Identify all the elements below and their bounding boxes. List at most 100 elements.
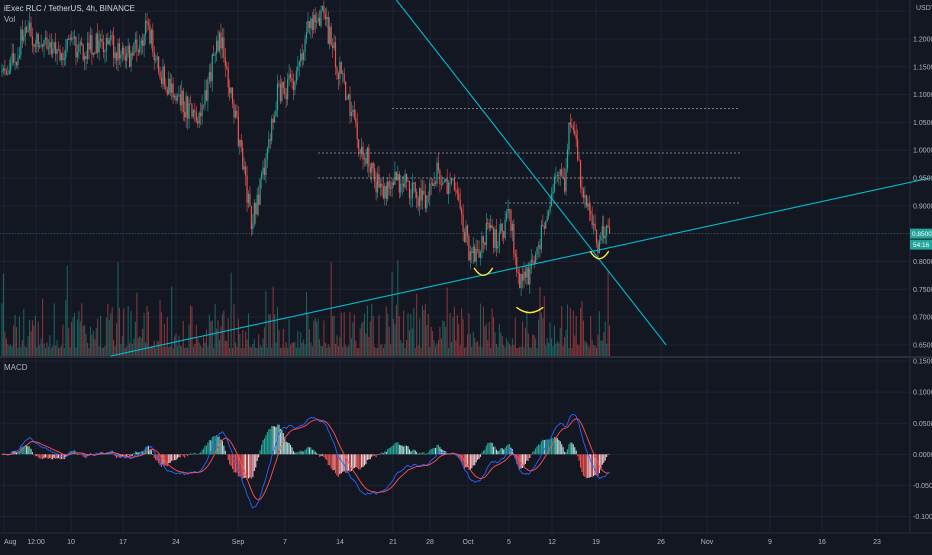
candle-body (372, 162, 374, 169)
candle-body (404, 173, 406, 188)
volume-bar (526, 310, 528, 356)
volume-bar (435, 346, 437, 356)
time-tick-label: 12:00 (27, 539, 45, 546)
candle-body (234, 110, 237, 118)
volume-bar (5, 338, 7, 356)
macd-histogram-bar (353, 454, 355, 469)
macd-histogram-bar (346, 454, 348, 473)
volume-bar (232, 347, 234, 356)
candle-body (200, 112, 202, 117)
macd-histogram-bar (49, 454, 51, 459)
volume-bar (130, 311, 132, 356)
macd-histogram-bar (145, 447, 147, 455)
candle-body (113, 35, 115, 59)
candle-body (417, 198, 419, 207)
volume-bar (471, 346, 473, 356)
volume-bar (532, 334, 534, 356)
volume-bar (124, 347, 126, 356)
volume-bar (421, 305, 424, 356)
macd-histogram-bar (533, 450, 535, 455)
macd-histogram-bar (58, 454, 60, 459)
macd-histogram-bar (237, 454, 239, 477)
macd-histogram-bar (205, 445, 207, 455)
macd-histogram-bar (459, 454, 461, 461)
macd-histogram-bar (421, 452, 424, 455)
candle-body (136, 39, 138, 51)
macd-histogram-bar (136, 451, 138, 455)
candle-body (426, 195, 428, 209)
volume-bar (310, 342, 312, 356)
volume-bar (365, 333, 367, 356)
candle-body (317, 17, 319, 22)
macd-histogram-bar (361, 454, 363, 468)
volume-bar (261, 347, 263, 356)
macd-histogram-bar (327, 454, 329, 466)
macd-histogram-bar (162, 454, 164, 465)
candle-body (172, 83, 174, 98)
macd-histogram-bar (252, 454, 254, 478)
macd-histogram-bar (423, 452, 425, 455)
volume-bar (388, 326, 390, 356)
macd-histogram-bar (536, 446, 538, 455)
pattern-arc-marker[interactable] (473, 267, 494, 277)
volume-bar (411, 328, 413, 356)
macd-histogram-bar (102, 453, 105, 455)
candle-body (8, 70, 10, 74)
pattern-arc-marker[interactable] (589, 250, 610, 260)
volume-bar (276, 307, 279, 356)
macd-histogram-bar (100, 451, 102, 455)
macd-histogram-bar (578, 454, 580, 461)
volume-bar (442, 320, 444, 356)
macd-histogram-bar (81, 454, 83, 455)
macd-histogram-bar (569, 442, 571, 455)
volume-bar (97, 318, 99, 356)
macd-histogram-bar (345, 454, 347, 473)
macd-histogram-bar (18, 451, 20, 455)
volume-bar (229, 347, 231, 356)
descending-trendline[interactable] (388, 0, 667, 346)
candle-body (388, 181, 390, 189)
volume-bar (82, 325, 84, 356)
candle-body (175, 95, 177, 101)
candle-body (118, 43, 121, 59)
volume-bar (245, 331, 247, 356)
macd-histogram-bar (524, 454, 526, 464)
volume-bar (34, 315, 36, 356)
volume-bar (404, 347, 406, 356)
candle-body (463, 232, 466, 243)
pattern-arc-marker[interactable] (516, 306, 544, 314)
candle-body (536, 247, 538, 255)
macd-histogram-bar (549, 439, 551, 455)
candle-body (294, 81, 296, 91)
candle-body (535, 254, 537, 264)
candle-body (263, 167, 266, 176)
macd-histogram-bar (565, 451, 567, 455)
macd-histogram-bar (471, 454, 473, 469)
volume-bar (195, 324, 197, 356)
macd-histogram-bar (50, 454, 52, 460)
candle-body (36, 33, 38, 44)
volume-bar (350, 338, 352, 356)
candle-body (517, 272, 519, 274)
candle-body (269, 139, 271, 141)
macd-histogram-bar (246, 454, 248, 480)
candle-body (604, 235, 606, 239)
candle-body (108, 40, 110, 45)
volume-bar (391, 271, 393, 356)
volume-bar (191, 306, 193, 356)
volume-bar (553, 325, 555, 356)
candle-body (117, 43, 119, 61)
candle-body (100, 38, 102, 41)
ascending-trendline[interactable] (110, 177, 931, 357)
candle-body (324, 14, 326, 20)
macd-histogram-bar (469, 454, 471, 470)
macd-histogram-bar (391, 445, 393, 455)
macd-histogram-bar (107, 453, 109, 455)
volume-bar (456, 315, 458, 356)
time-tick-label: 21 (389, 539, 397, 546)
volume-bar (203, 336, 205, 356)
